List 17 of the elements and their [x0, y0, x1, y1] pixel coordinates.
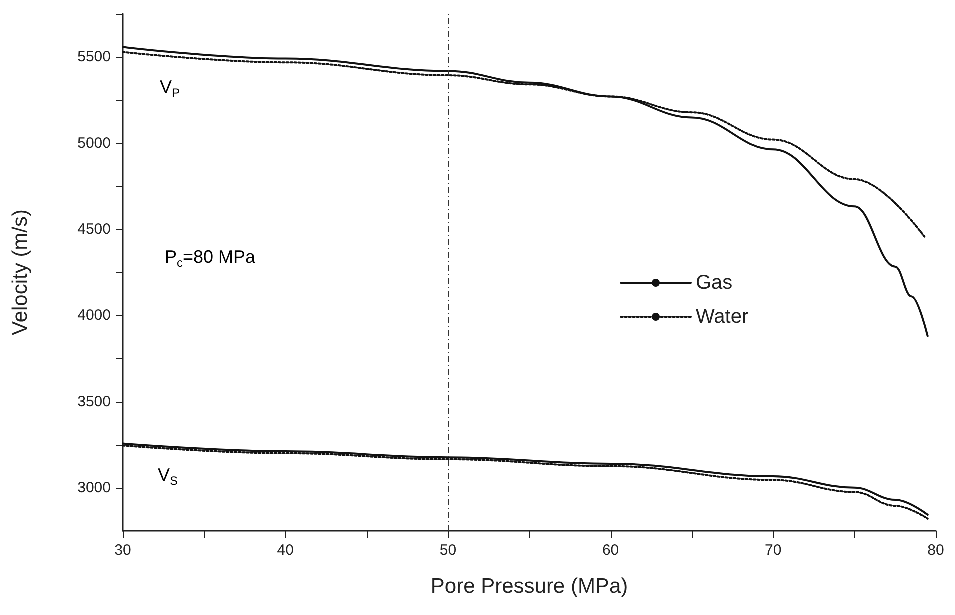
- x-axis-title: Pore Pressure (MPa): [430, 575, 628, 598]
- line-series: [122, 46, 929, 338]
- x-tick-label: 70: [765, 542, 782, 559]
- y-axis-title: Velocity (m/s): [9, 209, 32, 336]
- x-tick-label: 80: [928, 542, 944, 559]
- y-tick-label: 4000: [78, 307, 111, 324]
- y-tick-label: 5000: [78, 134, 111, 152]
- legend-label: Gas: [696, 272, 733, 294]
- y-tick-label: 3000: [78, 479, 111, 496]
- x-tick-label: 60: [602, 542, 620, 559]
- legend-label: Water: [696, 306, 749, 328]
- y-tick-label: 5500: [78, 48, 111, 66]
- y-tick-label: 3500: [78, 393, 111, 410]
- y-tick-label: 4500: [78, 220, 111, 238]
- x-tick-label: 50: [440, 542, 457, 559]
- x-tick-label: 40: [277, 542, 294, 559]
- x-tick-label: 30: [114, 542, 132, 559]
